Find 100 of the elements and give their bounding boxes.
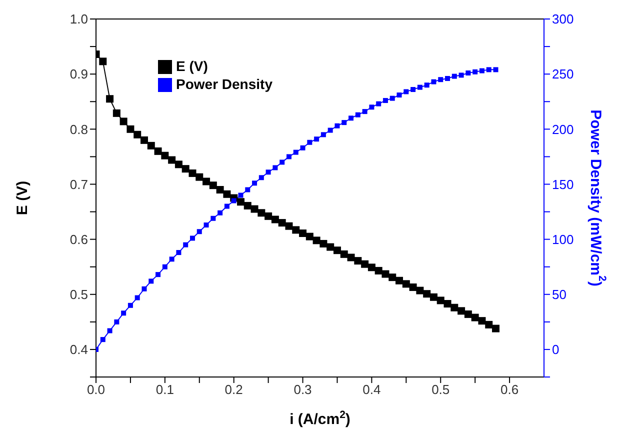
point [140, 136, 148, 144]
point [464, 310, 472, 318]
x-tick-label: 0.2 [224, 382, 243, 398]
y2-tick-label: 100 [552, 232, 574, 247]
point [362, 109, 368, 114]
y-axis-title: E (V) [14, 180, 30, 216]
point [299, 230, 307, 237]
point [134, 130, 142, 138]
point [382, 98, 388, 104]
point [493, 67, 498, 72]
point [278, 219, 286, 227]
point [112, 109, 120, 117]
x-axis-title: i (A/cm$^{2}$) [290, 409, 350, 428]
point [430, 293, 438, 301]
point [396, 276, 404, 284]
point [202, 178, 210, 186]
point [236, 198, 244, 206]
point [223, 190, 231, 198]
point [361, 260, 369, 268]
point [314, 136, 320, 142]
point [376, 101, 382, 106]
point [154, 147, 162, 155]
x-tick-label: 0.3 [294, 382, 312, 398]
point [231, 198, 236, 204]
point [396, 92, 402, 98]
point [196, 173, 204, 181]
point [99, 58, 107, 66]
point [333, 246, 341, 254]
point [347, 254, 355, 262]
point [340, 250, 348, 258]
point [390, 96, 395, 101]
point [161, 152, 169, 160]
point [458, 72, 464, 78]
point [424, 82, 430, 88]
point [450, 304, 458, 312]
point [250, 205, 258, 213]
point [218, 210, 223, 216]
point [128, 302, 133, 308]
point [355, 112, 360, 118]
point [196, 229, 202, 234]
point [162, 264, 168, 270]
point [472, 69, 478, 74]
point [190, 236, 195, 241]
point [492, 324, 500, 332]
point [285, 222, 293, 230]
point [286, 154, 292, 160]
point [224, 204, 230, 209]
point [320, 240, 328, 248]
x-tick-label: 0.0 [86, 382, 106, 398]
y2-tick-label: 300 [552, 12, 574, 27]
point [342, 120, 347, 126]
point [431, 79, 436, 84]
point [354, 257, 362, 265]
point [134, 295, 140, 300]
legend-label: E (V) [176, 58, 208, 74]
point [326, 243, 334, 251]
point [120, 118, 128, 126]
point [176, 250, 182, 256]
y-tick-label: 1.0 [70, 12, 88, 27]
point [417, 84, 422, 90]
point [328, 128, 333, 133]
x-tick-label: 0.6 [500, 382, 519, 398]
point [300, 145, 306, 150]
point [238, 192, 244, 198]
y2-tick-label: 0 [552, 342, 560, 358]
point [264, 212, 272, 220]
point [471, 314, 479, 322]
point [402, 280, 410, 288]
point [280, 160, 285, 165]
point [466, 70, 471, 76]
point [485, 320, 493, 328]
point [156, 272, 161, 278]
y-tick-label: 0.6 [70, 232, 88, 247]
point [204, 222, 209, 228]
point [258, 209, 266, 217]
point [174, 160, 182, 168]
point [266, 170, 271, 175]
point [388, 274, 396, 282]
point [445, 76, 450, 81]
point [272, 165, 278, 170]
point [374, 266, 382, 274]
y2-tick-label: 50 [552, 287, 566, 302]
point [107, 328, 112, 334]
y-tick-label: 0.9 [70, 66, 88, 82]
point [423, 290, 431, 298]
y2-tick-label: 150 [552, 176, 574, 192]
point [188, 169, 196, 177]
y-tick-label: 0.7 [70, 176, 88, 192]
point [271, 216, 279, 224]
x-tick-label: 0.4 [362, 382, 381, 398]
y-tick-label: 0.5 [70, 287, 88, 302]
point [292, 226, 300, 234]
point [479, 68, 484, 74]
point [293, 150, 298, 155]
point [182, 165, 190, 173]
point [382, 270, 390, 278]
point [258, 175, 264, 180]
point [100, 337, 106, 342]
point [334, 123, 340, 128]
point [312, 236, 320, 244]
